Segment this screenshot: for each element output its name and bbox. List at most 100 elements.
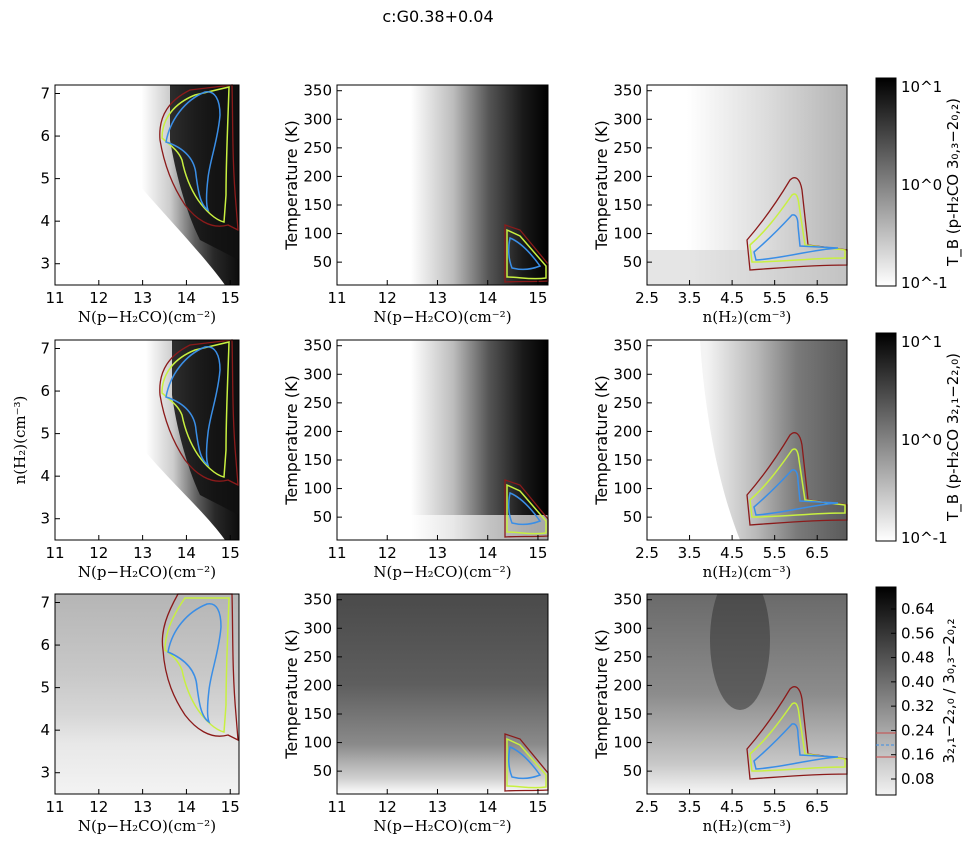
y-tick-label: 250 <box>613 648 642 666</box>
contour-yellow <box>749 702 846 772</box>
y-tick-label: 350 <box>303 337 332 355</box>
colorbar-tick: 10^1 <box>901 333 942 351</box>
y-tick-label: 6 <box>40 382 50 400</box>
x-tick-label: 15 <box>221 544 240 562</box>
contour-blue <box>753 214 839 261</box>
x-tick-label: 12 <box>378 544 397 562</box>
y-tick-label: 250 <box>613 394 642 412</box>
colorbar-label: T_B (p-H₂CO 3₀,₃−2₀,₂) <box>944 98 963 267</box>
y-tick-label: 100 <box>613 734 642 752</box>
x-tick-label: 5.5 <box>763 798 787 816</box>
panel-r1-c0 <box>54 339 240 541</box>
y-tick-label: 7 <box>40 85 50 103</box>
colorbar-tick: 10^1 <box>901 78 942 96</box>
y-tick-label: 250 <box>303 648 332 666</box>
x-tick-label: 3.5 <box>678 544 702 562</box>
x-axis-label: N(p−H₂CO)(cm⁻²) <box>78 308 216 326</box>
x-tick-label: 5.5 <box>763 544 787 562</box>
y-tick-label: 250 <box>613 139 642 157</box>
y-tick-label: 5 <box>40 170 50 188</box>
panel-r1-c2 <box>646 339 848 541</box>
x-tick-label: 11 <box>45 798 64 816</box>
y-tick-label: 300 <box>303 365 332 383</box>
y-tick-label: 200 <box>613 167 642 185</box>
panel-r0-c0 <box>54 84 240 286</box>
contour-yellow <box>161 86 230 223</box>
x-tick-label: 13 <box>133 289 152 307</box>
y-tick-label: 350 <box>613 337 642 355</box>
contour-red <box>746 686 848 780</box>
x-tick-label: 2.5 <box>635 289 659 307</box>
y-tick-label: 50 <box>313 762 332 780</box>
y-tick-label: 50 <box>623 762 642 780</box>
contour-blue <box>165 91 221 212</box>
y-axis-label: Temperature (K) <box>592 629 611 759</box>
x-tick-label: 13 <box>428 798 447 816</box>
contour-red <box>161 593 239 742</box>
colorbar-tick: 10^0 <box>901 176 942 194</box>
y-tick-label: 200 <box>613 422 642 440</box>
x-tick-label: 11 <box>327 798 346 816</box>
y-tick-label: 100 <box>613 225 642 243</box>
colorbar-tick: 10^0 <box>901 431 942 449</box>
x-tick-label: 12 <box>89 544 108 562</box>
contour-red <box>746 177 848 271</box>
colorbar-tick: 0.08 <box>901 770 934 788</box>
colorbar-tick: 0.48 <box>901 649 934 667</box>
x-tick-label: 14 <box>177 544 196 562</box>
y-tick-label: 150 <box>613 451 642 469</box>
y-tick-label: 4 <box>40 467 50 485</box>
y-tick-label: 50 <box>623 253 642 271</box>
y-tick-label: 200 <box>303 676 332 694</box>
contour-yellow <box>506 228 547 280</box>
y-tick-label: 100 <box>303 225 332 243</box>
y-tick-label: 250 <box>303 394 332 412</box>
x-tick-label: 14 <box>478 544 497 562</box>
x-tick-label: 6.5 <box>805 544 829 562</box>
y-tick-label: 300 <box>613 110 642 128</box>
x-axis-label: N(p−H₂CO)(cm⁻²) <box>373 817 511 835</box>
panel-r0-c2 <box>646 84 848 286</box>
panel-r1-c1 <box>336 339 549 541</box>
x-tick-label: 3.5 <box>678 289 702 307</box>
contour-blue <box>753 469 839 516</box>
colorbar-tick: 0.16 <box>901 746 934 764</box>
panel-r2-c0 <box>54 593 240 795</box>
x-tick-label: 13 <box>133 544 152 562</box>
x-tick-label: 15 <box>221 289 240 307</box>
x-tick-label: 14 <box>177 289 196 307</box>
contour-red <box>159 84 239 232</box>
y-tick-label: 6 <box>40 127 50 145</box>
y-tick-label: 3 <box>40 255 50 273</box>
contour-red <box>159 339 239 487</box>
y-tick-label: 350 <box>613 82 642 100</box>
x-axis-label: N(p−H₂CO)(cm⁻²) <box>78 563 216 581</box>
x-tick-label: 13 <box>428 544 447 562</box>
y-tick-label: 350 <box>613 591 642 609</box>
contour-red <box>746 432 848 526</box>
y-tick-label: 200 <box>303 422 332 440</box>
y-tick-label: 3 <box>40 764 50 782</box>
y-tick-label: 150 <box>303 451 332 469</box>
x-tick-label: 4.5 <box>720 798 744 816</box>
y-tick-label: 7 <box>40 594 50 612</box>
x-tick-label: 11 <box>45 544 64 562</box>
x-tick-label: 4.5 <box>720 544 744 562</box>
contour-yellow <box>161 341 230 478</box>
y-tick-label: 300 <box>303 110 332 128</box>
colorbar-label: 3₂,₁−2₂,₀ / 3₀,₃−2₀,₂ <box>940 618 958 763</box>
panel-r0-c1 <box>336 84 549 286</box>
x-axis-label: N(p−H₂CO)(cm⁻²) <box>78 817 216 835</box>
x-tick-label: 15 <box>528 544 547 562</box>
contour-blue <box>507 745 542 780</box>
contour-yellow <box>506 483 547 535</box>
contour-blue <box>507 236 542 271</box>
y-tick-label: 200 <box>613 676 642 694</box>
contour-blue <box>753 723 839 770</box>
y-tick-label: 50 <box>623 508 642 526</box>
contour-yellow <box>749 193 846 263</box>
x-tick-label: 15 <box>221 798 240 816</box>
x-tick-label: 5.5 <box>763 289 787 307</box>
x-tick-label: 14 <box>177 798 196 816</box>
contour-yellow <box>506 737 547 789</box>
